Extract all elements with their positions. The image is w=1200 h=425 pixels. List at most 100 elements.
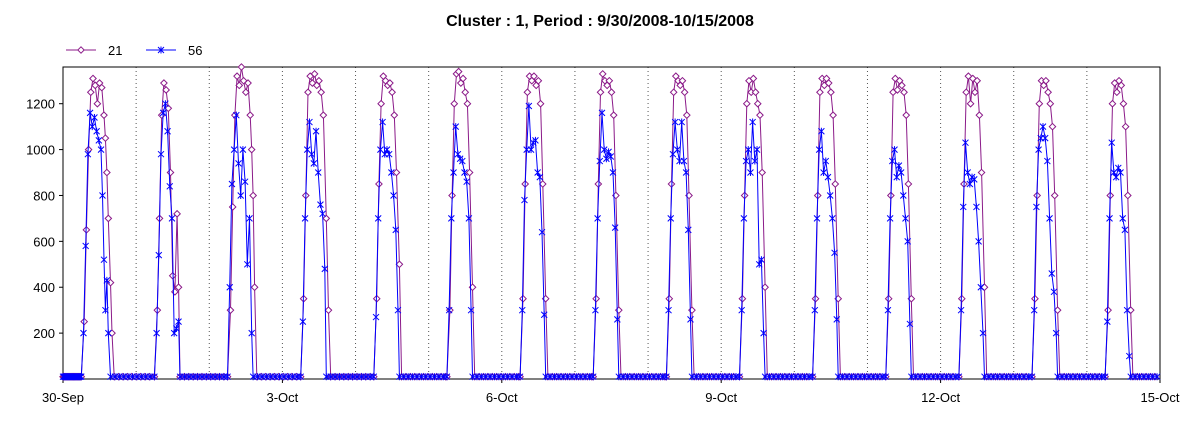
data-point: [445, 306, 454, 315]
data-point: [902, 214, 909, 222]
data-point: [310, 69, 319, 78]
data-point: [450, 169, 457, 177]
y-tick-label: 200: [33, 326, 55, 341]
data-point: [962, 88, 971, 97]
data-point: [95, 136, 103, 144]
data-point: [607, 88, 616, 97]
series-21: [59, 63, 1159, 381]
data-point: [228, 203, 237, 211]
data-point: [454, 67, 463, 76]
data-point: [893, 86, 902, 94]
legend-item-56: 56: [146, 43, 202, 58]
data-point: [977, 283, 985, 291]
data-point: [93, 99, 102, 108]
data-point: [108, 329, 116, 338]
data-point: [751, 88, 760, 97]
data-point: [824, 173, 832, 181]
data-point: [1104, 306, 1112, 315]
data-point: [1053, 306, 1062, 315]
data-point: [243, 260, 251, 268]
data-point: [758, 256, 765, 264]
data-point: [299, 318, 307, 326]
data-point: [1121, 226, 1129, 234]
data-point: [884, 306, 892, 314]
data-point: [669, 88, 678, 97]
data-point: [682, 169, 690, 177]
data-point: [1108, 139, 1116, 147]
data-point: [1042, 76, 1050, 85]
data-point: [614, 306, 623, 315]
data-point: [308, 79, 317, 87]
data-point: [445, 306, 453, 314]
data-point: [100, 256, 108, 264]
data-point: [957, 306, 965, 314]
data-point: [301, 214, 309, 222]
data-point: [168, 214, 176, 222]
data-point: [962, 139, 969, 147]
data-point: [600, 146, 608, 154]
data-point: [756, 111, 764, 120]
data-point: [977, 168, 986, 177]
data-point: [226, 306, 235, 315]
data-point: [760, 329, 767, 337]
data-point: [166, 168, 175, 177]
data-point: [1117, 169, 1124, 177]
data-point: [609, 169, 617, 177]
data-point: [518, 306, 526, 314]
grid: [135, 67, 1088, 379]
data-point: [968, 74, 977, 83]
data-point: [314, 169, 322, 177]
data-point: [895, 162, 903, 170]
data-point: [523, 88, 532, 97]
data-point: [175, 318, 182, 326]
data-point: [226, 283, 234, 291]
data-point: [1106, 214, 1113, 222]
data-point: [738, 306, 746, 314]
data-point: [609, 111, 618, 120]
data-point: [973, 76, 982, 85]
data-point: [452, 123, 460, 131]
data-point: [1052, 329, 1060, 337]
data-point: [532, 136, 539, 144]
data-point: [538, 228, 546, 236]
data-point: [297, 373, 305, 381]
data-point: [1119, 214, 1127, 222]
data-point: [224, 373, 231, 381]
x-tick-label: 30-Sep: [42, 390, 84, 405]
data-point: [1044, 88, 1053, 97]
data-point: [736, 373, 743, 381]
data-point: [899, 191, 907, 199]
data-point: [385, 150, 393, 158]
data-point: [826, 88, 835, 97]
data-point: [665, 306, 672, 314]
data-point: [465, 168, 474, 177]
data-point: [831, 249, 838, 257]
data-point: [465, 214, 473, 222]
data-point: [463, 99, 472, 108]
data-point: [888, 157, 896, 165]
data-point: [1119, 99, 1128, 108]
data-point: [742, 99, 751, 108]
data-point: [589, 373, 597, 381]
data-point: [611, 224, 619, 232]
x-tick-label: 12-Oct: [921, 390, 960, 405]
data-point: [102, 168, 111, 177]
data-point: [955, 373, 963, 381]
data-point: [829, 214, 836, 222]
series-56: [59, 100, 1161, 381]
data-point: [818, 127, 825, 135]
data-point: [82, 242, 90, 250]
data-point: [1050, 191, 1059, 200]
data-point: [1123, 191, 1132, 200]
data-point: [753, 99, 762, 108]
data-point: [370, 373, 378, 381]
data-point: [324, 306, 333, 315]
data-point: [304, 88, 312, 97]
data-point: [592, 306, 599, 314]
data-point: [322, 214, 331, 223]
data-point: [596, 88, 605, 97]
data-point: [392, 168, 401, 177]
data-point: [1048, 122, 1057, 131]
data-point: [1035, 146, 1042, 154]
y-tick-label: 1200: [26, 97, 55, 112]
